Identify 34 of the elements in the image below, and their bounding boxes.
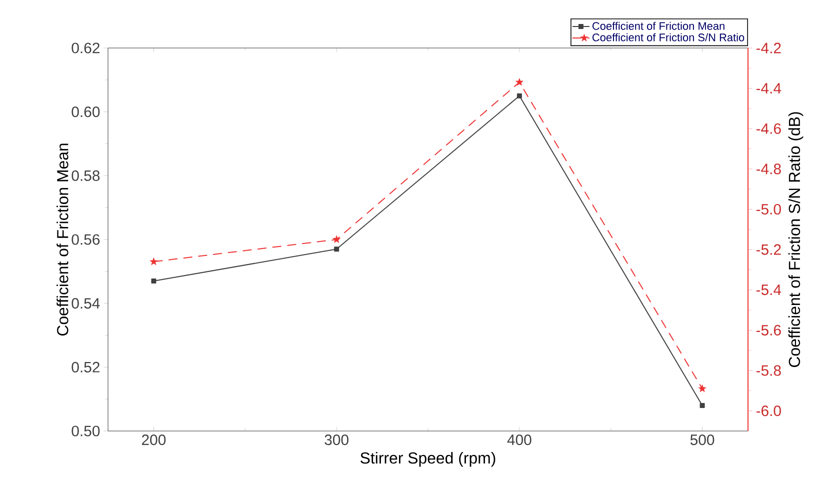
x-tick-label: 400	[507, 434, 532, 446]
point	[700, 402, 705, 408]
y2-tick-label: -4.4	[756, 83, 782, 94]
y2-tick-label: -5.2	[756, 244, 781, 255]
point	[698, 384, 706, 392]
point	[516, 93, 522, 98]
y2-tick-label: -5.4	[756, 284, 782, 296]
y-axis-title: Coefficient of Friction Mean	[56, 144, 68, 336]
y-tick-label: 0.50	[72, 426, 100, 436]
legend-label: Coefficient of Friction S/N Ratio	[592, 33, 744, 42]
y2-axis-title: Coefficient of Friction S/N Ratio (dB)	[788, 112, 804, 367]
y2-tick-label: -5.6	[756, 324, 781, 336]
point	[515, 78, 524, 86]
y-tick-label: 0.52	[72, 362, 100, 372]
point	[332, 235, 341, 244]
x-axis-title: Stirrer Speed (rpm)	[360, 452, 496, 467]
legend-label: Coefficient of Friction Mean	[592, 22, 724, 30]
y-tick-label: 0.54	[72, 298, 100, 309]
y2-tick-label: -5.8	[756, 365, 781, 376]
point	[334, 246, 340, 252]
x-tick-label: 200	[142, 434, 166, 446]
y-tick-label: 0.56	[72, 234, 100, 245]
y-tick-label: 0.60	[72, 106, 100, 118]
y2-tick-label: -6.0	[756, 406, 781, 416]
x-tick-label: 300	[324, 434, 348, 446]
point	[151, 278, 156, 284]
x-tick-label: 500	[690, 434, 714, 446]
y2-tick-label: -5.0	[756, 204, 781, 215]
y2-tick-label: -4.8	[756, 164, 781, 174]
point	[150, 257, 158, 266]
y-tick-label: 0.62	[72, 42, 100, 54]
y2-tick-label: -4.2	[756, 42, 781, 54]
y2-tick-label: -4.6	[756, 123, 781, 134]
y-tick-label: 0.58	[72, 170, 100, 181]
